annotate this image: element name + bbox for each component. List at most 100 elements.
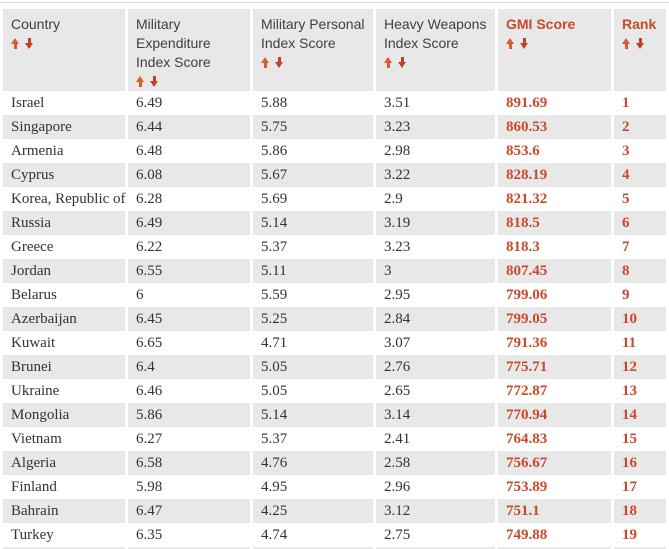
- heavy-weapons-cell: 2.41: [384, 431, 411, 447]
- rank-cell: 2: [614, 115, 666, 139]
- military-expenditure-cell: 6.58: [128, 451, 250, 475]
- gmi-score-cell: 860.53: [498, 115, 611, 139]
- military-personal-cell: 5.37: [261, 431, 288, 447]
- sort-arrows: [506, 38, 605, 49]
- heavy-weapons-cell: 2.84: [376, 307, 495, 331]
- military-personal-cell: 5.86: [261, 143, 288, 159]
- column-header-gmi-score[interactable]: GMI Score: [498, 9, 611, 91]
- military-expenditure-cell: 6.27: [136, 431, 163, 447]
- country-cell: Kuwait: [11, 335, 56, 351]
- country-cell: Turkey: [11, 527, 54, 543]
- gmi-score-cell: 770.94: [498, 403, 611, 427]
- military-personal-cell: 4.88: [253, 547, 373, 549]
- sort-asc-icon[interactable]: [11, 38, 19, 49]
- country-cell: Finland: [11, 479, 57, 495]
- sort-desc-icon[interactable]: [520, 38, 528, 49]
- sort-asc-icon[interactable]: [622, 38, 630, 49]
- heavy-weapons-cell: 2.95: [384, 287, 411, 303]
- table-row: Russia 6.49 5.14 3.19 818.5 6: [3, 211, 666, 235]
- gmi-score-cell: 772.87: [506, 383, 548, 399]
- military-personal-cell: 5.11: [253, 259, 373, 283]
- column-header-rank[interactable]: Rank: [614, 9, 666, 91]
- gmi-score-cell: 749.88: [506, 527, 548, 543]
- heavy-weapons-cell: 2.96: [384, 479, 411, 495]
- rank-cell: 10: [614, 307, 666, 331]
- country-cell: Brunei: [3, 355, 125, 379]
- sort-desc-icon[interactable]: [636, 38, 644, 49]
- gmi-score-cell: 853.6: [506, 143, 540, 159]
- military-personal-cell: 4.95: [261, 479, 288, 495]
- column-header-military-personal[interactable]: Military Personal Index Score: [253, 9, 373, 91]
- gmi-score-cell: 828.19: [498, 163, 611, 187]
- military-personal-cell: 4.71: [261, 335, 288, 351]
- gmi-score-cell: 807.45: [498, 259, 611, 283]
- country-cell: Azerbaijan: [3, 307, 125, 331]
- column-header-heavy-weapons[interactable]: Heavy Weapons Index Score: [376, 9, 495, 91]
- sort-arrows: [261, 57, 367, 68]
- country-cell: Jordan: [3, 259, 125, 283]
- table-row: Armenia 6.48 5.86 2.98 853.6 3: [3, 139, 666, 163]
- military-personal-cell: 5.25: [253, 307, 373, 331]
- country-cell: Morocco: [3, 547, 125, 549]
- military-personal-cell: 4.76: [253, 451, 373, 475]
- table-row: Algeria 6.58 4.76 2.58 756.67 16: [3, 451, 666, 475]
- sort-desc-icon[interactable]: [275, 57, 283, 68]
- military-personal-cell: 5.05: [261, 383, 288, 399]
- table-row: Ukraine 6.46 5.05 2.65 772.87 13: [3, 379, 666, 403]
- table-row: Mongolia 5.86 5.14 3.14 770.94 14: [3, 403, 666, 427]
- military-expenditure-cell: 6: [136, 287, 144, 303]
- table-row: Singapore 6.44 5.75 3.23 860.53 2: [3, 115, 666, 139]
- rank-cell: 13: [622, 383, 637, 399]
- military-personal-cell: 5.88: [261, 95, 288, 111]
- gmi-score-cell: 775.71: [498, 355, 611, 379]
- military-expenditure-cell: 6.28: [136, 191, 163, 207]
- heavy-weapons-cell: 3.23: [384, 239, 411, 255]
- header-row: Country Military Expenditure Index Score M…: [3, 9, 666, 91]
- military-personal-cell: 5.59: [261, 287, 288, 303]
- sort-desc-icon[interactable]: [25, 38, 33, 49]
- rank-cell: 11: [622, 335, 637, 351]
- rank-cell: 18: [614, 499, 666, 523]
- rank-cell: 16: [614, 451, 666, 475]
- military-personal-cell: 5.14: [253, 211, 373, 235]
- heavy-weapons-cell: 3.07: [384, 335, 411, 351]
- gmi-score-cell: 799.05: [498, 307, 611, 331]
- table-row: Finland 5.98 4.95 2.96 753.89 17: [3, 475, 666, 499]
- table-row: Korea, Republic of 6.28 5.69 2.9 821.32 5: [3, 187, 666, 211]
- table-row: Bahrain 6.47 4.25 3.12 751.1 18: [3, 499, 666, 523]
- rank-cell: 3: [622, 143, 630, 159]
- military-personal-cell: 5.05: [253, 355, 373, 379]
- column-header-military-expenditure[interactable]: Military Expenditure Index Score: [128, 9, 250, 91]
- military-expenditure-cell: 6.4: [128, 547, 250, 549]
- military-personal-cell: 4.74: [261, 527, 288, 543]
- military-personal-cell: 5.37: [261, 239, 288, 255]
- gmi-score-cell: 753.89: [506, 479, 548, 495]
- sort-asc-icon[interactable]: [506, 38, 514, 49]
- gmi-score-cell: 751.1: [498, 499, 611, 523]
- gmi-score-cell: 821.32: [506, 191, 548, 207]
- sort-desc-icon[interactable]: [398, 57, 406, 68]
- heavy-weapons-cell: 3.22: [376, 163, 495, 187]
- heavy-weapons-cell: 3.12: [376, 499, 495, 523]
- country-cell: Korea, Republic of: [11, 191, 126, 207]
- rank-cell: 5: [622, 191, 630, 207]
- country-cell: Greece: [11, 239, 54, 255]
- sort-desc-icon[interactable]: [150, 76, 158, 87]
- table-row: Kuwait 6.65 4.71 3.07 791.36 11: [3, 331, 666, 355]
- military-expenditure-cell: 6.47: [128, 499, 250, 523]
- sort-arrows: [384, 57, 489, 68]
- military-expenditure-cell: 5.86: [128, 403, 250, 427]
- military-personal-cell: 5.75: [253, 115, 373, 139]
- table-row: Israel 6.49 5.88 3.51 891.69 1: [3, 91, 666, 115]
- table-row: Jordan 6.55 5.11 3 807.45 8: [3, 259, 666, 283]
- sort-arrows: [136, 76, 244, 87]
- column-header-country[interactable]: Country: [3, 9, 125, 91]
- sort-asc-icon[interactable]: [384, 57, 392, 68]
- column-label: Rank: [622, 16, 657, 32]
- table-row: Greece 6.22 5.37 3.23 818.3 7: [3, 235, 666, 259]
- rank-cell: 15: [622, 431, 637, 447]
- sort-asc-icon[interactable]: [136, 76, 144, 87]
- rank-cell: 1: [622, 95, 630, 111]
- table-row: Brunei 6.4 5.05 2.76 775.71 12: [3, 355, 666, 379]
- sort-asc-icon[interactable]: [261, 57, 269, 68]
